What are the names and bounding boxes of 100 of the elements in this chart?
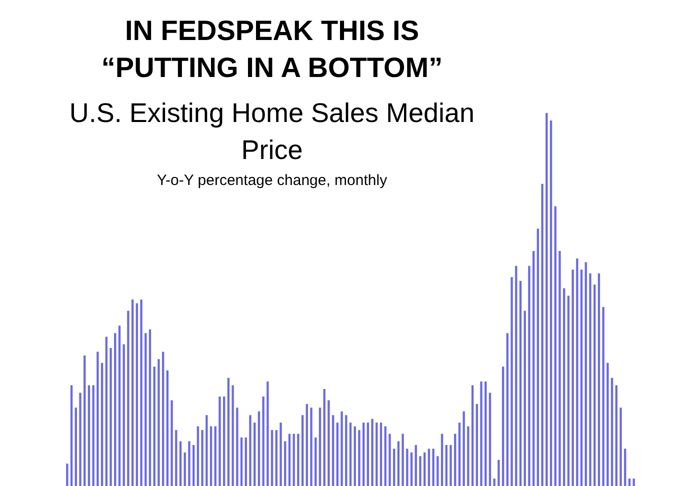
- bar: [567, 296, 570, 486]
- bar: [476, 404, 478, 486]
- bar: [262, 396, 264, 486]
- bar: [620, 408, 622, 486]
- bar: [450, 444, 452, 486]
- bar: [240, 438, 243, 486]
- bar: [227, 378, 230, 486]
- bar: [576, 258, 578, 486]
- bar: [131, 300, 134, 486]
- bar: [127, 310, 130, 486]
- bar: [572, 270, 574, 486]
- bar: [402, 434, 404, 486]
- bar: [292, 434, 295, 486]
- bar: [624, 448, 626, 486]
- bar: [210, 426, 212, 486]
- bar: [554, 206, 556, 486]
- bar: [594, 284, 596, 486]
- bar: [328, 400, 330, 486]
- bar: [236, 408, 238, 486]
- bar: [436, 456, 439, 486]
- annotation: Y-o-Y percentage change, monthly: [156, 171, 388, 191]
- bar: [493, 478, 496, 486]
- bar: [397, 441, 400, 486]
- bar: [153, 366, 156, 486]
- bar: [615, 385, 618, 486]
- bar: [454, 434, 456, 486]
- bar: [515, 266, 518, 486]
- bar: [510, 277, 513, 486]
- bar: [148, 329, 152, 486]
- bar: [528, 266, 530, 486]
- bar: [179, 441, 182, 486]
- bar: [480, 382, 482, 486]
- bar: [310, 408, 312, 486]
- bar: [100, 362, 104, 486]
- bar: [270, 430, 274, 486]
- bar: [414, 444, 417, 486]
- bar: [558, 251, 561, 486]
- bar: [532, 251, 535, 486]
- bar: [606, 362, 609, 486]
- bar: [541, 184, 544, 486]
- bar: [284, 441, 286, 486]
- bar: [84, 355, 86, 486]
- bar: [562, 288, 566, 486]
- bar: [118, 326, 121, 486]
- bar: [79, 392, 82, 486]
- bar: [318, 408, 322, 486]
- bar: [598, 273, 600, 486]
- bar: [546, 113, 548, 486]
- bar: [332, 415, 334, 486]
- bar: [519, 280, 522, 486]
- bar: [170, 400, 173, 486]
- bar: [432, 448, 434, 486]
- bar: [458, 422, 461, 486]
- bar: [232, 385, 234, 486]
- bar: [462, 411, 465, 486]
- bar: [376, 422, 378, 486]
- bar: [175, 430, 178, 486]
- bar: [362, 422, 365, 486]
- bar: [440, 434, 444, 486]
- bar: [162, 352, 164, 486]
- bar: [410, 452, 413, 486]
- bar: [358, 430, 360, 486]
- bar: [471, 385, 474, 486]
- bar: [122, 344, 125, 486]
- bar: [249, 415, 252, 486]
- bar: [196, 426, 200, 486]
- bar: [419, 456, 422, 486]
- chart-title: IN FEDSPEAK THIS IS “PUTTING IN A BOTTOM”: [100, 14, 444, 85]
- bar: [502, 366, 504, 486]
- bar: [388, 434, 391, 486]
- bar: [297, 434, 300, 486]
- bar: [384, 426, 386, 486]
- bar: [602, 306, 604, 486]
- bar: [88, 385, 90, 486]
- bar: [218, 396, 221, 486]
- bar: [445, 444, 448, 486]
- chart-subtitle: U.S. Existing Home Sales Median Price: [68, 97, 476, 167]
- bar: [484, 382, 487, 486]
- bar: [424, 452, 426, 486]
- bar: [158, 359, 160, 486]
- bar: [323, 389, 326, 486]
- bar: [428, 448, 430, 486]
- bar: [266, 382, 269, 486]
- bar: [110, 348, 112, 486]
- bar: [140, 300, 142, 486]
- bar: [393, 448, 396, 486]
- bar: [92, 385, 94, 486]
- bar: [166, 370, 169, 486]
- bar: [536, 228, 540, 486]
- bar: [406, 448, 408, 486]
- bar: [114, 333, 116, 486]
- bar: [589, 273, 592, 486]
- bar: [610, 378, 614, 486]
- bar: [349, 422, 352, 486]
- bar: [354, 426, 356, 486]
- bar: [371, 418, 374, 486]
- bar: [136, 303, 138, 486]
- bar: [580, 270, 583, 486]
- bar: [380, 422, 382, 486]
- bar: [488, 392, 492, 486]
